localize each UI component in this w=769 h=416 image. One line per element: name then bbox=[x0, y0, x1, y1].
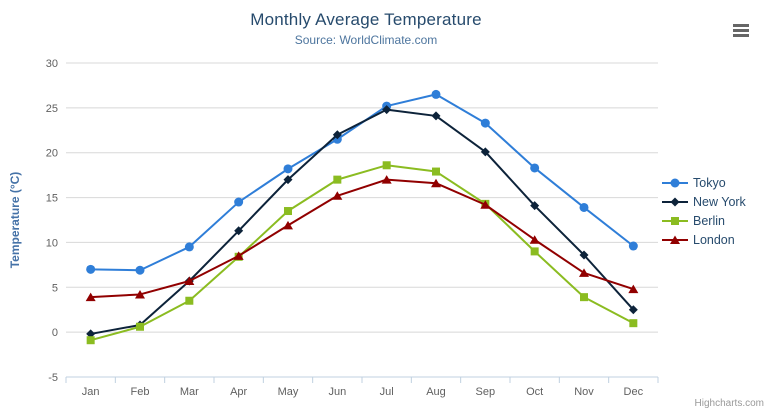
legend-tokyo-marker-icon bbox=[670, 178, 680, 187]
marker-berlin-feb[interactable] bbox=[136, 322, 144, 331]
marker-new-york-oct[interactable] bbox=[530, 201, 540, 211]
legend-new-york-marker-icon bbox=[670, 197, 680, 206]
legend-item-tokyo[interactable]: Tokyo bbox=[662, 173, 746, 192]
legend-item-label: London bbox=[693, 232, 735, 247]
marker-london-jun[interactable] bbox=[332, 191, 343, 200]
marker-new-york-jun[interactable] bbox=[332, 130, 342, 140]
marker-tokyo-nov[interactable] bbox=[579, 202, 589, 212]
legend-item-label: Tokyo bbox=[693, 175, 726, 190]
hamburger-icon bbox=[733, 33, 749, 37]
marker-berlin-jul[interactable] bbox=[382, 161, 391, 170]
marker-london-apr[interactable] bbox=[233, 251, 244, 260]
marker-london-may[interactable] bbox=[283, 220, 293, 230]
chart-title: Monthly Average Temperature bbox=[250, 10, 482, 29]
legend-berlin-marker-icon bbox=[671, 216, 679, 225]
x-axis-tick-label: Oct bbox=[526, 386, 543, 398]
marker-tokyo-aug[interactable] bbox=[431, 89, 441, 99]
marker-new-york-dec[interactable] bbox=[628, 305, 638, 315]
marker-london-dec[interactable] bbox=[628, 284, 639, 294]
x-axis-tick-label: Feb bbox=[131, 386, 150, 398]
legend-london-symbol-icon bbox=[662, 235, 688, 244]
marker-berlin-oct[interactable] bbox=[530, 247, 539, 256]
marker-tokyo-jan[interactable] bbox=[86, 264, 96, 274]
marker-new-york-may[interactable] bbox=[283, 175, 293, 185]
marker-london-feb[interactable] bbox=[135, 289, 145, 299]
marker-new-york-sep[interactable] bbox=[480, 147, 490, 157]
marker-tokyo-may[interactable] bbox=[283, 164, 293, 174]
x-axis-tick-label: Apr bbox=[230, 386, 247, 398]
legend-new-york-symbol-icon bbox=[662, 197, 688, 206]
marker-berlin-jan[interactable] bbox=[86, 336, 95, 345]
marker-london-nov[interactable] bbox=[579, 268, 589, 277]
marker-london-oct[interactable] bbox=[529, 235, 540, 244]
legend-item-label: New York bbox=[693, 194, 746, 209]
y-axis-tick-label: 0 bbox=[52, 327, 58, 339]
y-axis-tick-label: 5 bbox=[52, 282, 58, 294]
legend-item-label: Berlin bbox=[693, 213, 725, 228]
marker-london-aug[interactable] bbox=[431, 178, 441, 188]
series-berlin-line bbox=[89, 164, 635, 342]
legend-item-london[interactable]: London bbox=[662, 230, 746, 249]
marker-london-sep[interactable] bbox=[480, 200, 491, 209]
x-axis-tick-label: Mar bbox=[180, 386, 199, 398]
y-axis-tick-label: 20 bbox=[46, 148, 58, 160]
marker-new-york-aug[interactable] bbox=[431, 111, 441, 121]
marker-tokyo-dec[interactable] bbox=[628, 241, 638, 251]
marker-berlin-dec[interactable] bbox=[629, 319, 638, 328]
series-tokyo-line bbox=[89, 93, 635, 272]
y-axis-tick-label: -5 bbox=[48, 372, 58, 384]
x-axis-tick-label: Jun bbox=[328, 386, 346, 398]
marker-tokyo-feb[interactable] bbox=[135, 265, 145, 275]
legend-london-marker-icon bbox=[670, 235, 680, 244]
marker-london-mar[interactable] bbox=[184, 276, 195, 286]
export-menu-button[interactable] bbox=[731, 21, 751, 39]
y-axis-tick-label: 30 bbox=[46, 58, 58, 70]
marker-tokyo-oct[interactable] bbox=[530, 163, 540, 173]
marker-berlin-jun[interactable] bbox=[333, 175, 342, 184]
chart-subtitle: Source: WorldClimate.com bbox=[294, 33, 438, 47]
x-axis-tick-label: Aug bbox=[426, 386, 446, 398]
marker-tokyo-sep[interactable] bbox=[480, 118, 490, 128]
marker-london-jul[interactable] bbox=[381, 175, 392, 184]
marker-tokyo-apr[interactable] bbox=[234, 197, 244, 207]
hamburger-icon bbox=[733, 23, 749, 27]
x-axis-tick-label: Jan bbox=[82, 386, 100, 398]
legend-item-new-york[interactable]: New York bbox=[662, 192, 746, 211]
y-axis-tick-label: 15 bbox=[46, 193, 58, 205]
series-london-line bbox=[89, 178, 635, 299]
x-axis-tick-label: Jul bbox=[380, 386, 394, 398]
marker-berlin-may[interactable] bbox=[284, 207, 292, 216]
legend-berlin-symbol-icon bbox=[662, 216, 688, 225]
y-axis-tick-label: 25 bbox=[46, 103, 58, 115]
highcharts-credit-link[interactable]: Highcharts.com bbox=[694, 398, 764, 409]
marker-berlin-mar[interactable] bbox=[185, 296, 194, 305]
marker-tokyo-mar[interactable] bbox=[184, 242, 194, 252]
y-axis-tick-label: 10 bbox=[46, 237, 58, 249]
legend-tokyo-symbol-icon bbox=[662, 178, 688, 187]
series-new-york-line bbox=[89, 108, 635, 335]
marker-new-york-nov[interactable] bbox=[579, 250, 589, 260]
x-axis-tick-label: Dec bbox=[624, 386, 644, 398]
marker-berlin-nov[interactable] bbox=[580, 293, 588, 302]
hamburger-icon bbox=[733, 28, 749, 32]
legend-item-berlin[interactable]: Berlin bbox=[662, 211, 746, 230]
marker-new-york-jul[interactable] bbox=[382, 105, 392, 115]
x-axis-tick-label: Nov bbox=[574, 386, 594, 398]
marker-new-york-jan[interactable] bbox=[86, 329, 96, 339]
legend: Tokyo New York Berlin London bbox=[662, 173, 746, 249]
marker-new-york-apr[interactable] bbox=[234, 226, 244, 236]
x-axis-tick-label: Sep bbox=[476, 386, 496, 398]
marker-london-jan[interactable] bbox=[85, 292, 96, 302]
x-axis-tick-label: May bbox=[278, 386, 299, 398]
marker-berlin-aug[interactable] bbox=[432, 167, 440, 176]
